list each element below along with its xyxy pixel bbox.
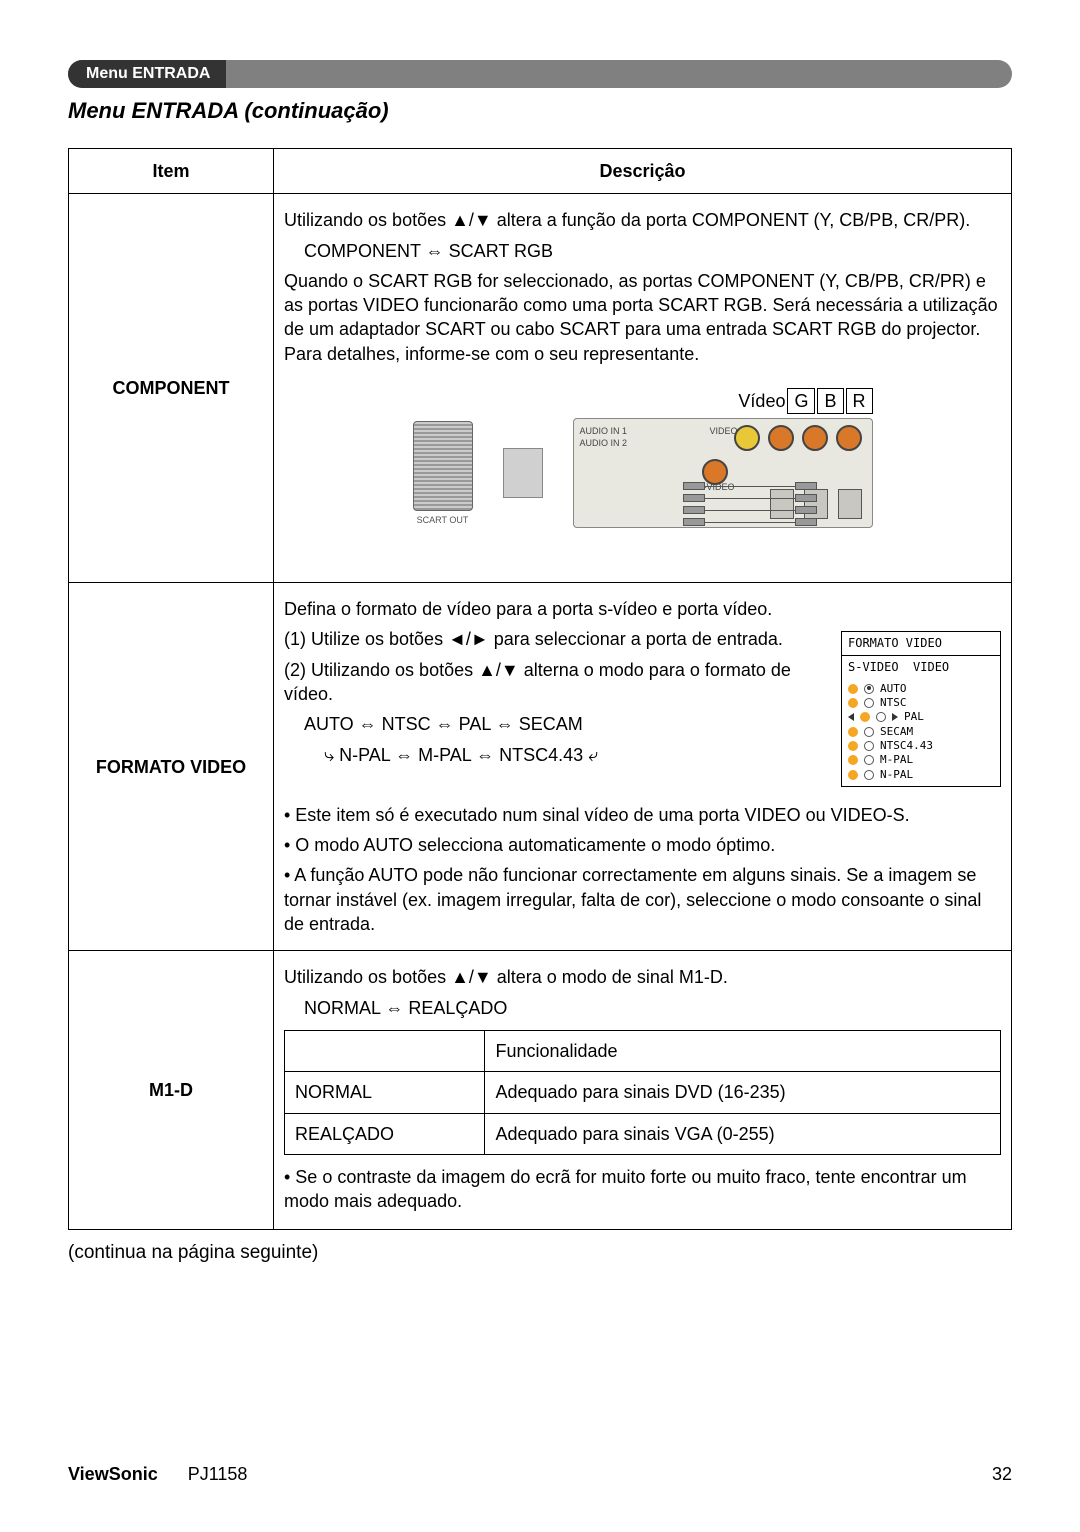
row-component: COMPONENT Utilizando os botões ▲/▼ alter… xyxy=(69,194,1012,583)
conn-sq-3-icon xyxy=(838,489,862,519)
col-header-desc: Descriçâo xyxy=(274,149,1012,194)
formato-p6: • Este item só é executado num sinal víd… xyxy=(284,803,1001,827)
footer: ViewSonic PJ1158 32 xyxy=(68,1464,1012,1485)
header-pill: Menu ENTRADA xyxy=(68,60,226,88)
component-p3: Quando o SCART RGB for seleccionado, as … xyxy=(284,269,1001,366)
rca-y-icon xyxy=(734,425,760,451)
formato-p8: • A função AUTO pode não funcionar corre… xyxy=(284,863,1001,936)
inner-r2c1: REALÇADO xyxy=(285,1113,485,1154)
side-item-5: M-PAL xyxy=(880,753,913,767)
side-item-2: PAL xyxy=(904,710,924,724)
scart-connector-icon xyxy=(413,421,473,511)
formato-p1: Defina o formato de vídeo para a porta s… xyxy=(284,597,1001,621)
row-m1d: M1-D Utilizando os botões ▲/▼ altera o m… xyxy=(69,951,1012,1230)
component-p2: COMPONENT ⇔ SCART RGB xyxy=(304,239,1001,263)
side-item-0: AUTO xyxy=(880,682,907,696)
item-component: COMPONENT xyxy=(69,194,274,583)
footer-model: PJ1158 xyxy=(188,1464,248,1484)
side-ui-title1: FORMATO VIDEO xyxy=(842,632,1000,655)
desc-component: Utilizando os botões ▲/▼ altera a função… xyxy=(274,194,1012,583)
footer-brand: ViewSonic xyxy=(68,1464,158,1484)
side-item-1: NTSC xyxy=(880,696,907,710)
m1d-p3: • Se o contraste da imagem do ecrã for m… xyxy=(284,1165,1001,1214)
rca-extra-icon xyxy=(836,425,862,451)
side-item-4: NTSC4.43 xyxy=(880,739,933,753)
m1d-p2: NORMAL ⇔ REALÇADO xyxy=(304,996,1001,1020)
footer-page: 32 xyxy=(992,1464,1012,1485)
scart-figure: SCART OUT Vídeo G B R AUDIO IN 1 xyxy=(284,378,1001,568)
desc-m1d: Utilizando os botões ▲/▼ altera o modo d… xyxy=(274,951,1012,1230)
row-formato: FORMATO VIDEO Defina o formato de vídeo … xyxy=(69,583,1012,951)
side-item-6: N-PAL xyxy=(880,768,913,782)
m1d-inner-table: Funcionalidade NORMAL Adequado para sina… xyxy=(284,1030,1001,1155)
cables-icon xyxy=(683,482,817,526)
rca-cb-icon xyxy=(768,425,794,451)
inner-h1 xyxy=(285,1030,485,1071)
scart-out-label: SCART OUT xyxy=(413,514,473,526)
video-label: Vídeo xyxy=(738,389,785,413)
b-label: B xyxy=(817,388,843,414)
r-label: R xyxy=(846,388,873,414)
component-p1: Utilizando os botões ▲/▼ altera a função… xyxy=(284,208,1001,232)
side-item-3: SECAM xyxy=(880,725,913,739)
col-header-item: Item xyxy=(69,149,274,194)
inner-h2: Funcionalidade xyxy=(485,1030,1001,1071)
item-formato: FORMATO VIDEO xyxy=(69,583,274,951)
audio-in-1-label: AUDIO IN 1 xyxy=(580,425,628,437)
inner-r1c1: NORMAL xyxy=(285,1072,485,1113)
continue-note: (continua na página seguinte) xyxy=(68,1242,1012,1264)
rca-cr-icon xyxy=(802,425,828,451)
header-bar: Menu ENTRADA xyxy=(68,60,1012,88)
g-label: G xyxy=(787,388,815,414)
formato-p7: • O modo AUTO selecciona automaticamente… xyxy=(284,833,1001,857)
m1d-p1: Utilizando os botões ▲/▼ altera o modo d… xyxy=(284,965,1001,989)
inner-r2c2: Adequado para sinais VGA (0-255) xyxy=(485,1113,1001,1154)
adapter-icon xyxy=(503,448,543,498)
inner-r1c2: Adequado para sinais DVD (16-235) xyxy=(485,1072,1001,1113)
side-ui-body: AUTO NTSC PAL SECAM NTSC4.43 M-PAL N-PAL xyxy=(842,678,1000,786)
audio-in-2-label: AUDIO IN 2 xyxy=(580,437,628,449)
side-ui-title2: S-VIDEO VIDEO xyxy=(842,656,1000,678)
item-m1d: M1-D xyxy=(69,951,274,1230)
gbr-label: Vídeo G B R xyxy=(738,388,872,414)
section-title: Menu ENTRADA (continuação) xyxy=(68,98,1012,124)
main-table: Item Descriçâo COMPONENT Utilizando os b… xyxy=(68,148,1012,1230)
formato-side-ui: FORMATO VIDEO S-VIDEO VIDEO AUTO NTSC PA… xyxy=(841,631,1001,786)
desc-formato: Defina o formato de vídeo para a porta s… xyxy=(274,583,1012,951)
